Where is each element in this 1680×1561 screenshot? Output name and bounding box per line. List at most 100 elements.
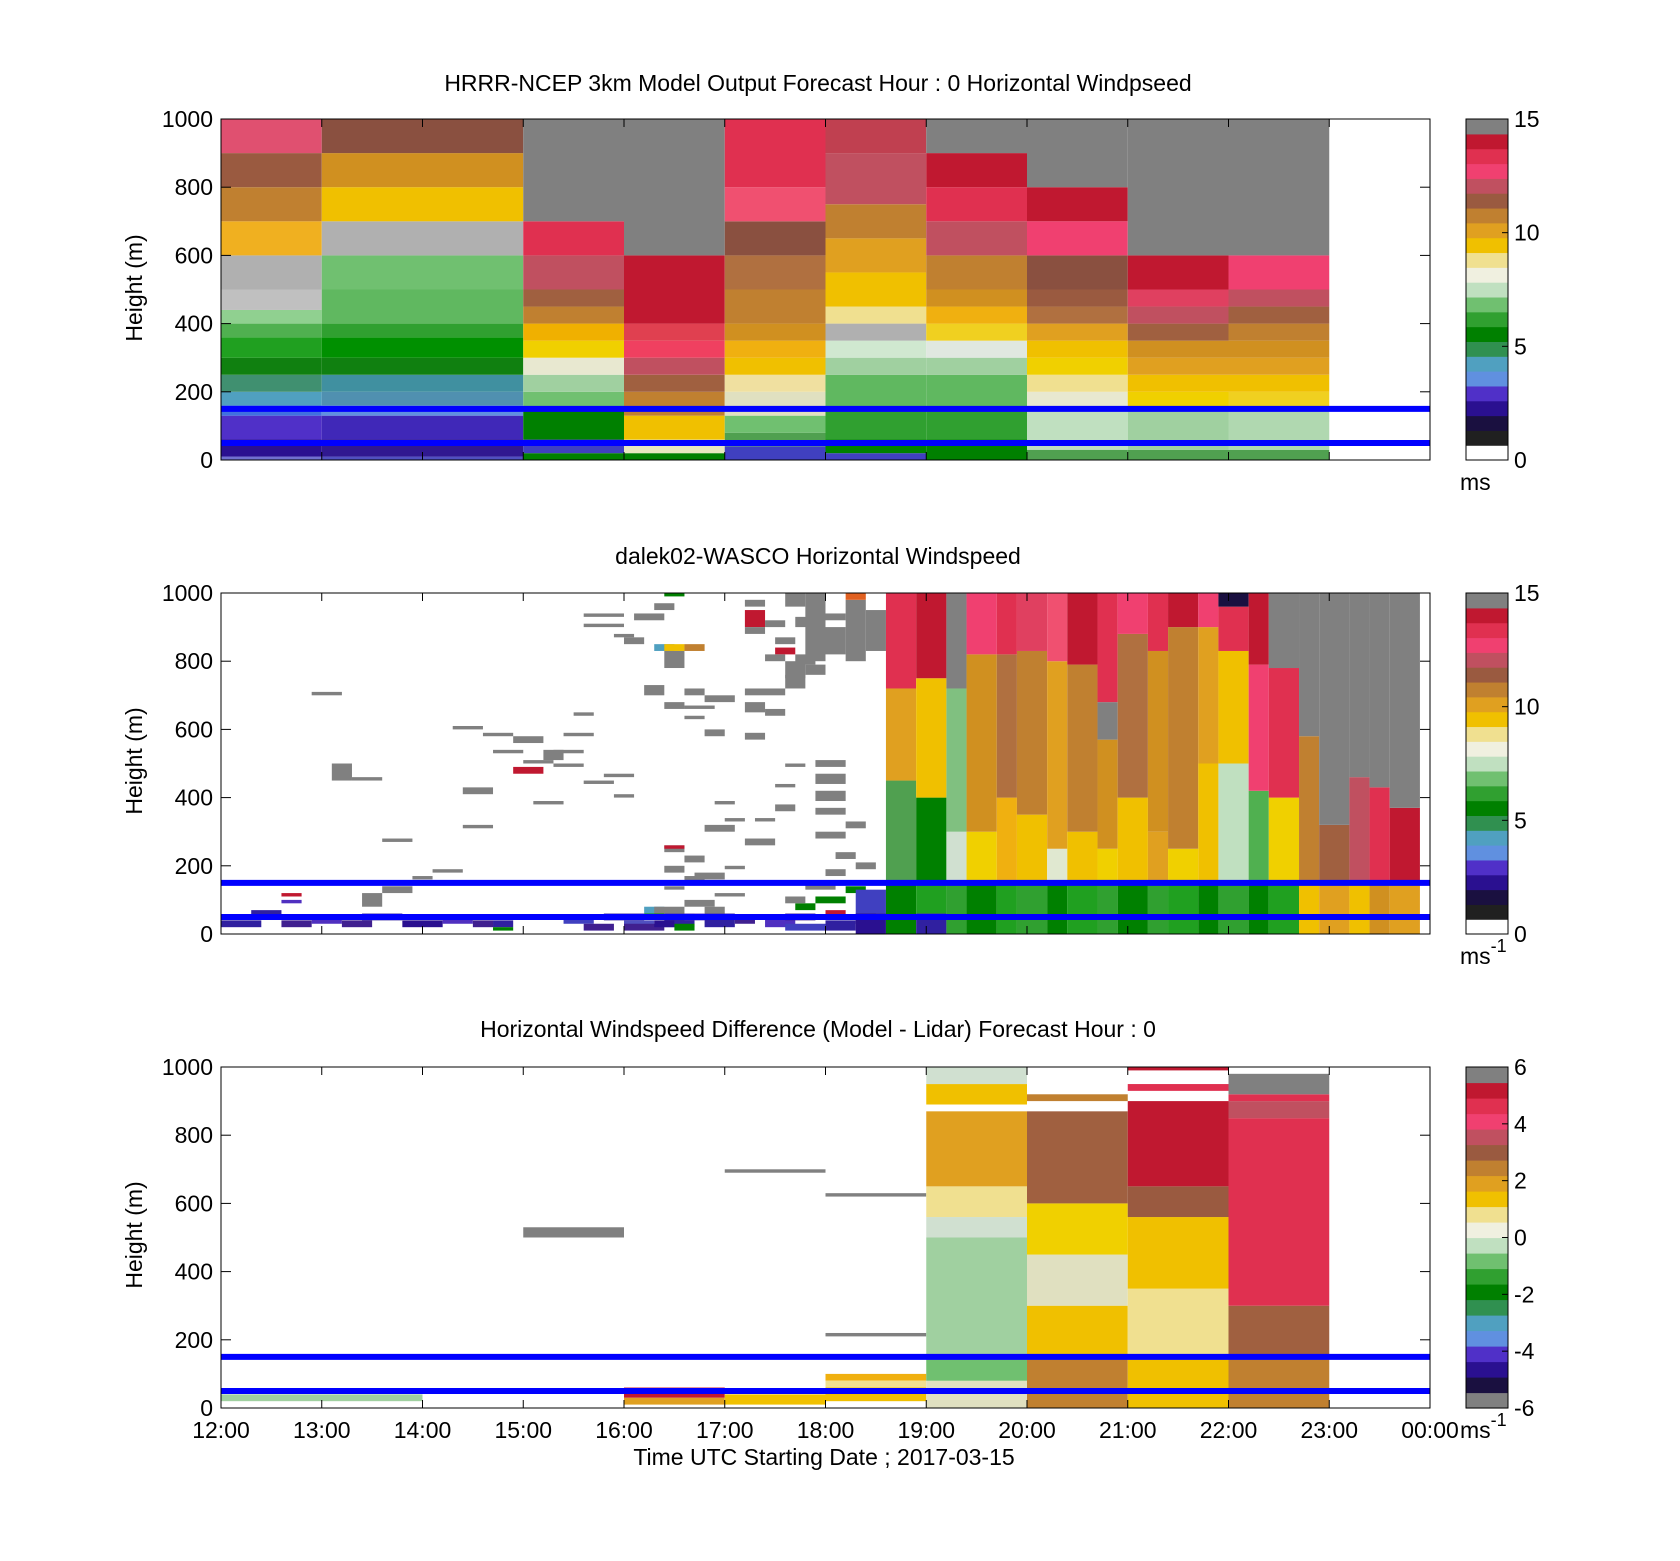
colorbar-tick-label: 10 bbox=[1514, 694, 1540, 720]
y-tick-label: 800 bbox=[175, 648, 213, 674]
heatmap-cell bbox=[1027, 187, 1128, 222]
heatmap-cell bbox=[624, 453, 725, 460]
heatmap-cell bbox=[1016, 593, 1048, 651]
heatmap-cell bbox=[1389, 807, 1420, 883]
x-tick-label: 12:00 bbox=[192, 1417, 250, 1443]
heatmap-cell bbox=[1299, 593, 1320, 737]
heatmap-cell bbox=[311, 691, 342, 696]
heatmap-cell bbox=[1228, 374, 1330, 392]
colorbar-tick-label: 5 bbox=[1514, 333, 1527, 359]
heatmap-cell bbox=[573, 712, 594, 716]
heatmap-cell bbox=[603, 773, 635, 778]
heatmap-cell bbox=[624, 374, 725, 392]
heatmap-cell bbox=[1127, 323, 1229, 341]
heatmap-cell bbox=[1268, 882, 1300, 934]
heatmap-cell bbox=[624, 923, 665, 931]
heatmap-cell bbox=[724, 374, 826, 392]
colorbar-tick-label: 4 bbox=[1514, 1111, 1527, 1137]
heatmap-cell bbox=[221, 255, 322, 290]
heatmap-cell bbox=[482, 732, 514, 737]
heatmap-cell bbox=[1218, 882, 1249, 934]
heatmap-cell bbox=[221, 289, 322, 310]
heatmap-cell bbox=[1067, 664, 1098, 832]
heatmap-cell bbox=[1027, 449, 1128, 460]
colorbar-tick-label: 15 bbox=[1514, 580, 1540, 606]
heatmap-cell bbox=[513, 766, 544, 774]
colorbar-swatch bbox=[1466, 296, 1508, 313]
heatmap-cell bbox=[624, 1397, 725, 1405]
heatmap-cell bbox=[382, 838, 413, 842]
heatmap-cell bbox=[664, 650, 685, 669]
heatmap-cell bbox=[1127, 1084, 1229, 1091]
colorbar-unit: ms-1 bbox=[1460, 1410, 1507, 1443]
heatmap-cell bbox=[1127, 391, 1229, 409]
y-axis-label: Height (m) bbox=[121, 707, 147, 814]
heatmap-cell bbox=[704, 906, 725, 914]
y-tick-label: 400 bbox=[175, 785, 213, 811]
heatmap-cells bbox=[221, 1067, 1430, 1408]
heatmap-cell bbox=[523, 340, 624, 358]
heatmap-cell bbox=[654, 906, 685, 914]
heatmap-cell bbox=[1027, 391, 1128, 409]
heatmap-cell bbox=[624, 637, 645, 645]
colorbar-tick-label: 0 bbox=[1514, 921, 1527, 947]
y-ticks: 0 200 400 600 800 1000 bbox=[162, 106, 1430, 473]
x-tick-label: 16:00 bbox=[595, 1417, 653, 1443]
colorbar-swatch bbox=[1466, 148, 1508, 165]
heatmap-cell bbox=[583, 780, 614, 784]
x-tick-label: 23:00 bbox=[1300, 1417, 1358, 1443]
x-ticks bbox=[220, 593, 1431, 934]
heatmap-cell bbox=[744, 610, 766, 628]
heatmap-cell bbox=[765, 916, 796, 928]
heatmap-cell bbox=[754, 818, 776, 822]
heatmap-cell bbox=[704, 695, 735, 703]
heatmap-cell bbox=[351, 777, 383, 781]
heatmap-cell bbox=[946, 593, 967, 689]
heatmap-cell bbox=[281, 899, 302, 904]
heatmap-cell bbox=[1027, 306, 1128, 324]
heatmap-cell bbox=[684, 688, 705, 696]
colorbar-swatch bbox=[1466, 874, 1508, 891]
heatmap-cell bbox=[1127, 255, 1229, 290]
heatmap-cell bbox=[1127, 306, 1229, 324]
heatmap-cell bbox=[815, 773, 846, 784]
colorbar-swatch bbox=[1466, 163, 1508, 179]
heatmap-cell bbox=[221, 920, 262, 928]
heatmap-cell bbox=[815, 831, 846, 839]
heatmap-cell bbox=[674, 923, 695, 931]
heatmap-cell bbox=[704, 824, 735, 832]
heatmap-cell bbox=[1319, 824, 1350, 883]
heatmap-cell bbox=[1127, 119, 1229, 256]
heatmap-cell bbox=[1349, 777, 1370, 883]
heatmap-cell bbox=[533, 801, 564, 805]
colorbar-swatch bbox=[1466, 889, 1508, 905]
heatmap-cell bbox=[825, 1373, 927, 1381]
heatmap-cell bbox=[1027, 357, 1128, 375]
heatmap-cell bbox=[825, 453, 927, 460]
colorbar-swatch bbox=[1466, 282, 1508, 298]
colorbar-tick-label: 0 bbox=[1514, 447, 1527, 473]
heatmap-cell bbox=[926, 1186, 1027, 1218]
heatmap-cell bbox=[966, 882, 997, 934]
y-tick-label: 1000 bbox=[162, 106, 213, 132]
y-tick-label: 800 bbox=[175, 1122, 213, 1148]
heatmap-cell bbox=[916, 882, 947, 914]
colorbar: 0 5 10 15 ms-1 bbox=[1460, 580, 1540, 969]
colorbar-swatch bbox=[1466, 1284, 1508, 1301]
heatmap-cell bbox=[765, 654, 786, 662]
heatmap-cell bbox=[1027, 1094, 1128, 1102]
heatmap-cell bbox=[744, 702, 766, 713]
colorbar-swatch bbox=[1466, 726, 1508, 742]
heatmap-cell bbox=[664, 845, 685, 849]
colorbar-swatch bbox=[1466, 371, 1508, 387]
heatmap-cell bbox=[563, 916, 594, 924]
heatmap-cell bbox=[523, 374, 624, 392]
heatmap-cell bbox=[1027, 1305, 1128, 1357]
heatmap-cell bbox=[221, 337, 322, 358]
heatmap-cell bbox=[724, 289, 826, 324]
panel-title: Horizontal Windspeed Difference (Model -… bbox=[480, 1016, 1156, 1042]
heatmap-cell bbox=[775, 783, 796, 788]
heatmap-cells bbox=[221, 119, 1430, 460]
colorbar: 0 5 10 15 ms bbox=[1460, 106, 1540, 495]
heatmap-cell bbox=[785, 763, 806, 767]
